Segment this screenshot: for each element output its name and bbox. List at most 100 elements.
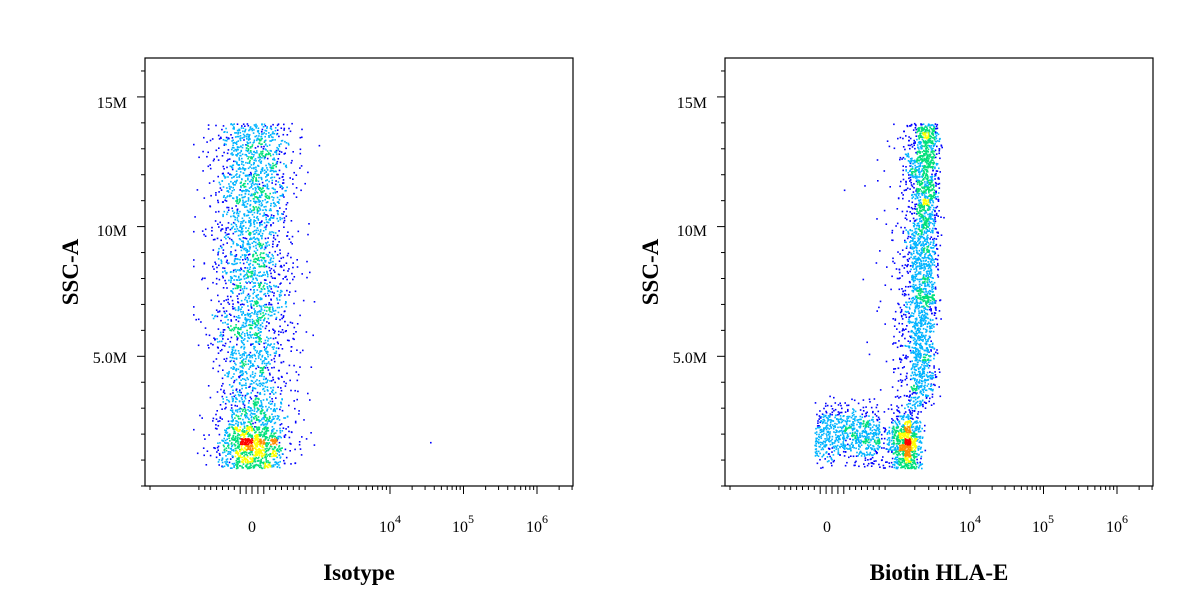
scatter-point	[264, 313, 267, 315]
scatter-point	[245, 371, 247, 373]
scatter-point	[883, 209, 886, 212]
scatter-point	[251, 409, 254, 412]
scatter-point	[841, 419, 843, 421]
scatter-point	[264, 327, 267, 330]
scatter-point	[259, 230, 261, 233]
scatter-point	[261, 137, 263, 140]
scatter-point	[836, 423, 838, 425]
scatter-point	[258, 201, 260, 203]
scatter-point	[249, 171, 252, 174]
scatter-point	[279, 431, 282, 434]
scatter-point	[259, 327, 261, 330]
scatter-point	[868, 415, 870, 417]
scatter-point	[238, 159, 241, 161]
scatter-point	[240, 223, 242, 225]
scatter-point	[252, 278, 254, 281]
scatter-point	[233, 357, 236, 360]
scatter-point	[239, 362, 242, 364]
scatter-point	[260, 383, 263, 386]
scatter-point	[912, 315, 915, 317]
scatter-point	[254, 326, 256, 329]
scatter-point	[905, 169, 907, 171]
scatter-point	[257, 443, 260, 445]
scatter-point	[263, 288, 266, 290]
scatter-point	[866, 464, 869, 467]
scatter-point	[265, 265, 268, 268]
scatter-point	[909, 125, 912, 127]
scatter-point	[280, 143, 282, 145]
scatter-point	[861, 416, 864, 419]
scatter-point	[935, 351, 937, 354]
scatter-point	[264, 455, 267, 457]
scatter-point	[248, 138, 250, 140]
scatter-point	[292, 262, 294, 264]
scatter-point	[815, 445, 818, 447]
scatter-point	[215, 424, 217, 426]
scatter-point	[273, 215, 275, 217]
scatter-point	[268, 307, 270, 309]
scatter-point	[256, 351, 258, 354]
scatter-point	[227, 326, 229, 328]
scatter-point	[226, 399, 228, 401]
scatter-point	[255, 241, 257, 244]
scatter-point	[869, 428, 872, 431]
scatter-point	[244, 267, 246, 269]
scatter-point	[271, 440, 274, 443]
scatter-point	[255, 404, 257, 407]
scatter-point	[256, 274, 259, 277]
scatter-point	[219, 331, 222, 334]
scatter-point	[228, 437, 230, 440]
scatter-point	[224, 279, 226, 282]
scatter-point	[226, 375, 229, 378]
scatter-point	[929, 267, 932, 269]
scatter-point	[266, 145, 269, 147]
scatter-point	[250, 415, 253, 418]
scatter-point	[255, 445, 257, 447]
scatter-point	[225, 140, 228, 142]
scatter-point	[280, 423, 283, 425]
scatter-point	[244, 192, 247, 195]
scatter-point	[269, 354, 272, 356]
scatter-point	[280, 449, 282, 452]
scatter-point	[238, 146, 240, 149]
scatter-point	[270, 435, 272, 437]
scatter-point	[818, 426, 820, 429]
scatter-point	[234, 350, 237, 352]
scatter-point	[278, 202, 280, 204]
scatter-point	[926, 325, 929, 328]
scatter-point	[236, 196, 239, 199]
scatter-point	[251, 213, 254, 216]
scatter-point	[228, 279, 230, 282]
scatter-point	[936, 349, 938, 351]
scatter-point	[915, 177, 917, 179]
scatter-point	[306, 260, 308, 263]
scatter-point	[241, 361, 244, 364]
scatter-point	[244, 396, 246, 398]
scatter-point	[243, 443, 246, 446]
scatter-point	[938, 182, 941, 185]
scatter-point	[233, 123, 235, 125]
scatter-point	[930, 309, 932, 311]
scatter-point	[937, 195, 939, 198]
scatter-point	[897, 251, 899, 253]
scatter-point	[938, 150, 941, 152]
scatter-point	[247, 448, 249, 450]
scatter-point	[263, 432, 265, 434]
scatter-point	[257, 238, 260, 240]
scatter-point	[274, 188, 276, 191]
scatter-point	[908, 177, 910, 180]
scatter-point	[243, 430, 246, 432]
scatter-point	[237, 258, 239, 261]
scatter-point	[298, 413, 300, 415]
scatter-point	[934, 312, 937, 314]
scatter-point	[277, 158, 280, 160]
scatter-point	[891, 466, 893, 468]
scatter-point	[263, 271, 265, 274]
scatter-point	[264, 451, 267, 453]
scatter-point	[930, 330, 933, 333]
scatter-point	[271, 403, 273, 405]
scatter-point	[240, 232, 242, 234]
scatter-point	[242, 463, 245, 465]
scatter-point	[242, 363, 245, 366]
scatter-point	[243, 442, 246, 444]
